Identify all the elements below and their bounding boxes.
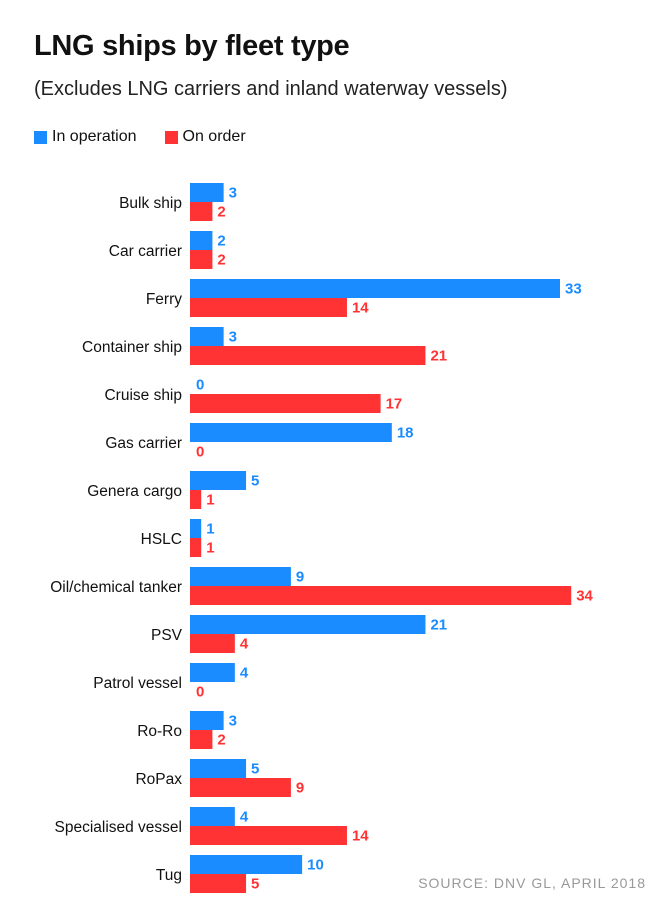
value-label-in-operation-oil-chemical-tanker: 9 — [296, 568, 304, 585]
legend-label-in-operation: In operation — [52, 128, 137, 145]
bar-on-order-oil-chemical-tanker — [190, 586, 572, 605]
category-label-car-carrier: Car carrier — [109, 243, 182, 260]
category-label-genera-cargo: Genera cargo — [87, 483, 182, 500]
bar-on-order-cruise-ship — [190, 394, 381, 413]
legend-label-on-order: On order — [182, 128, 246, 145]
category-label-psv: PSV — [151, 627, 183, 644]
bar-in-operation-oil-chemical-tanker — [190, 567, 291, 586]
value-label-on-order-genera-cargo: 1 — [206, 491, 214, 508]
bar-on-order-bulk-ship — [190, 202, 213, 221]
bar-in-operation-psv — [190, 615, 426, 634]
chart-subtitle: (Excludes LNG carriers and inland waterw… — [34, 78, 508, 100]
category-label-ropax: RoPax — [135, 771, 182, 788]
category-label-ferry: Ferry — [146, 291, 182, 308]
value-label-on-order-ropax: 9 — [296, 779, 304, 796]
bar-in-operation-container-ship — [190, 327, 224, 346]
legend: In operation On order — [34, 128, 274, 146]
bar-on-order-hslc — [190, 538, 202, 557]
bar-on-order-genera-cargo — [190, 490, 202, 509]
value-label-on-order-ro-ro: 2 — [217, 731, 225, 748]
bar-on-order-ro-ro — [190, 730, 213, 749]
bar-in-operation-gas-carrier — [190, 423, 392, 442]
category-label-patrol-vessel: Patrol vessel — [93, 675, 182, 692]
value-label-on-order-cruise-ship: 17 — [386, 395, 403, 412]
value-label-in-operation-container-ship: 3 — [229, 328, 237, 345]
value-label-on-order-gas-carrier: 0 — [196, 443, 204, 460]
category-label-oil-chemical-tanker: Oil/chemical tanker — [50, 579, 182, 596]
legend-item-on-order: On order — [164, 128, 246, 146]
value-label-in-operation-specialised-vessel: 4 — [240, 808, 249, 825]
category-label-gas-carrier: Gas carrier — [105, 435, 182, 452]
value-label-in-operation-bulk-ship: 3 — [229, 184, 237, 201]
value-label-in-operation-ro-ro: 3 — [229, 712, 237, 729]
legend-swatch-on-order — [164, 130, 178, 144]
value-label-in-operation-hslc: 1 — [206, 520, 214, 537]
bar-on-order-psv — [190, 634, 235, 653]
value-label-on-order-specialised-vessel: 14 — [352, 827, 369, 844]
value-label-in-operation-ferry: 33 — [565, 280, 582, 297]
value-label-on-order-psv: 4 — [240, 635, 249, 652]
legend-swatch-in-operation — [34, 130, 47, 144]
value-label-on-order-tug: 5 — [251, 875, 259, 892]
bar-in-operation-patrol-vessel — [190, 663, 235, 682]
category-label-bulk-ship: Bulk ship — [119, 195, 182, 212]
value-label-on-order-bulk-ship: 2 — [217, 203, 225, 220]
value-label-on-order-ferry: 14 — [352, 299, 369, 316]
value-label-in-operation-genera-cargo: 5 — [251, 472, 259, 489]
bar-in-operation-genera-cargo — [190, 471, 247, 490]
bar-in-operation-car-carrier — [190, 231, 213, 250]
value-label-in-operation-psv: 21 — [430, 616, 447, 633]
category-label-cruise-ship: Cruise ship — [104, 387, 182, 404]
category-label-specialised-vessel: Specialised vessel — [54, 819, 182, 836]
category-label-ro-ro: Ro-Ro — [137, 723, 182, 740]
bar-on-order-container-ship — [190, 346, 426, 365]
bar-in-operation-bulk-ship — [190, 183, 224, 202]
bar-in-operation-ropax — [190, 759, 247, 778]
value-label-in-operation-cruise-ship: 0 — [196, 376, 204, 393]
bar-in-operation-ferry — [190, 279, 560, 298]
value-label-in-operation-ropax: 5 — [251, 760, 259, 777]
value-label-in-operation-tug: 10 — [307, 856, 324, 873]
bar-in-operation-ro-ro — [190, 711, 224, 730]
value-label-in-operation-car-carrier: 2 — [217, 232, 225, 249]
bar-in-operation-hslc — [190, 519, 202, 538]
chart-title: LNG ships by fleet type — [34, 30, 350, 62]
bar-on-order-car-carrier — [190, 250, 213, 269]
source-note: SOURCE: DNV GL, APRIL 2018 — [418, 875, 646, 891]
bar-in-operation-specialised-vessel — [190, 807, 235, 826]
value-label-in-operation-patrol-vessel: 4 — [240, 664, 249, 681]
bar-in-operation-tug — [190, 855, 303, 874]
bar-on-order-specialised-vessel — [190, 826, 347, 845]
value-label-on-order-hslc: 1 — [206, 539, 214, 556]
value-label-in-operation-gas-carrier: 18 — [397, 424, 414, 441]
value-label-on-order-container-ship: 21 — [430, 347, 447, 364]
category-label-tug: Tug — [156, 867, 182, 884]
category-label-hslc: HSLC — [141, 531, 182, 548]
bar-on-order-ferry — [190, 298, 347, 317]
bar-on-order-tug — [190, 874, 247, 893]
category-label-container-ship: Container ship — [82, 339, 182, 356]
value-label-on-order-patrol-vessel: 0 — [196, 683, 204, 700]
value-label-on-order-car-carrier: 2 — [217, 251, 225, 268]
legend-item-in-operation: In operation — [34, 128, 137, 146]
bar-on-order-ropax — [190, 778, 291, 797]
value-label-on-order-oil-chemical-tanker: 34 — [576, 587, 593, 604]
